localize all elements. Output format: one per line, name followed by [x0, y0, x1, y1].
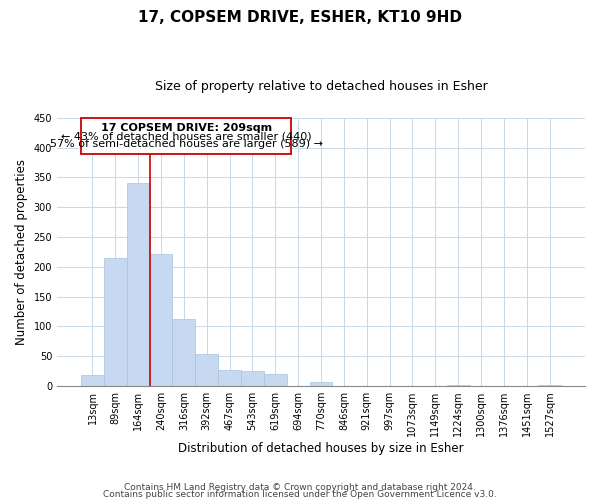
Bar	[218, 370, 241, 386]
Y-axis label: Number of detached properties: Number of detached properties	[15, 159, 28, 345]
Bar	[264, 374, 287, 386]
Bar	[172, 318, 196, 386]
FancyBboxPatch shape	[81, 118, 292, 154]
Bar	[127, 184, 149, 386]
Text: 17, COPSEM DRIVE, ESHER, KT10 9HD: 17, COPSEM DRIVE, ESHER, KT10 9HD	[138, 10, 462, 25]
Text: 17 COPSEM DRIVE: 209sqm: 17 COPSEM DRIVE: 209sqm	[101, 123, 272, 133]
Text: Contains public sector information licensed under the Open Government Licence v3: Contains public sector information licen…	[103, 490, 497, 499]
Bar	[310, 382, 332, 386]
Bar	[196, 354, 218, 386]
Text: 57% of semi-detached houses are larger (589) →: 57% of semi-detached houses are larger (…	[50, 139, 323, 149]
Bar	[149, 254, 172, 386]
Bar	[104, 258, 127, 386]
Text: ← 43% of detached houses are smaller (440): ← 43% of detached houses are smaller (44…	[61, 132, 311, 141]
X-axis label: Distribution of detached houses by size in Esher: Distribution of detached houses by size …	[178, 442, 464, 455]
Text: Contains HM Land Registry data © Crown copyright and database right 2024.: Contains HM Land Registry data © Crown c…	[124, 484, 476, 492]
Bar	[447, 385, 470, 386]
Bar	[241, 371, 264, 386]
Title: Size of property relative to detached houses in Esher: Size of property relative to detached ho…	[155, 80, 487, 93]
Bar	[538, 385, 561, 386]
Bar	[81, 375, 104, 386]
